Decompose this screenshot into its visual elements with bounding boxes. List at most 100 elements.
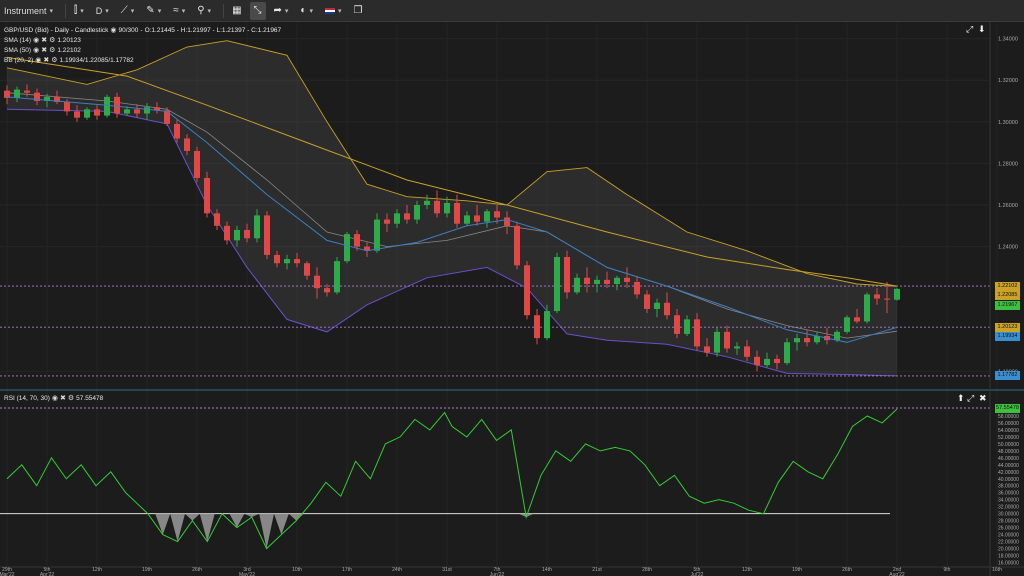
pencil-icon: ✎ — [146, 5, 155, 16]
rsi-tick-label: 46.00000 — [998, 456, 1019, 462]
rsi-tick-label: 18.00000 — [998, 554, 1019, 560]
layout-button[interactable]: ⤡ — [249, 1, 266, 20]
candle-body — [324, 288, 330, 293]
candle-body — [774, 358, 780, 364]
candle-body — [254, 215, 260, 239]
eye-icon[interactable]: ◉ — [33, 37, 40, 44]
candle-body — [514, 225, 520, 266]
toolbar: Instrument ▾ ⫿ ▾ D ▾ ⟋ ▾ ✎ ▾ ≈ ▾ ⚲ ▾ — [0, 0, 1024, 22]
theme-button[interactable]: ◐ ▾ — [296, 2, 317, 20]
candlestick-icon: ⫿ — [74, 5, 78, 16]
eye-icon[interactable]: ◉ — [51, 395, 58, 402]
price-tick-label: 1.30000 — [998, 120, 1018, 126]
candle-body — [194, 150, 200, 178]
time-tick-label: 14th — [542, 567, 552, 573]
time-tick-label: 19th — [792, 567, 802, 573]
candle-body — [854, 317, 860, 322]
moving-averages — [6, 56, 898, 343]
candle-body — [764, 358, 770, 366]
horizontal-levels — [0, 285, 990, 377]
indicator-value: 57.55478 — [76, 394, 104, 402]
chart-grid-icon: ▦ — [232, 5, 242, 16]
indicator-value: 1.22102 — [57, 46, 81, 54]
close-icon[interactable]: ✖ — [60, 395, 66, 402]
draw-line-button[interactable]: ⟋ ▾ — [117, 2, 139, 20]
close-icon[interactable]: ✖ — [41, 37, 48, 44]
time-tick-label: 29th — [2, 567, 12, 573]
instrument-legend: GBP/USD (Bid) - Daily - Candlestick ◉ 90… — [4, 26, 281, 35]
candle-body — [594, 279, 600, 285]
bollinger-bands — [6, 40, 898, 377]
chart-canvas[interactable]: 1.34000 1.32000 1.30000 1.28000 1.26000 1.240… — [0, 22, 1024, 576]
candle-body — [4, 90, 10, 98]
arrow-up-icon[interactable]: ⬆ — [957, 393, 965, 403]
time-tick-sublabel: May'22 — [239, 572, 255, 576]
candle-body — [274, 254, 280, 264]
time-tick-label: 31st — [442, 567, 452, 573]
chevron-down-icon: ▾ — [130, 7, 135, 15]
price-tick-label: 1.34000 — [998, 37, 1018, 43]
eye-icon[interactable]: ◉ — [110, 27, 117, 34]
instrument-dropdown[interactable]: Instrument ▾ — [0, 2, 57, 20]
candle-body — [494, 211, 500, 218]
indicator-name: RSI (14, 70, 30) — [4, 394, 50, 402]
close-icon[interactable]: ✖ — [43, 57, 50, 64]
candle-body — [444, 202, 450, 214]
rsi-oversold-fill — [155, 513, 534, 549]
arrow-down-icon[interactable]: ⬇ — [978, 24, 986, 34]
price-flag: 1.20123 — [995, 322, 1020, 332]
candle-body — [184, 138, 190, 151]
gear-icon[interactable]: ⚙ — [49, 37, 56, 44]
window-button[interactable]: ❐ — [350, 2, 367, 20]
time-tick-label: 10th — [292, 567, 302, 573]
chevron-down-icon: ▾ — [80, 7, 84, 15]
candle-body — [524, 265, 530, 316]
candle-body — [154, 107, 160, 111]
chevron-down-icon: ▾ — [49, 7, 54, 15]
gear-icon[interactable]: ⚙ — [51, 57, 58, 64]
expand-panel-icon[interactable]: ⤢ — [967, 393, 975, 403]
expand-panel-icon[interactable]: ⤢ — [966, 24, 974, 34]
eye-icon[interactable]: ◉ — [35, 57, 42, 64]
candle-body — [674, 315, 680, 334]
indicator-value: 1.20123 — [57, 36, 81, 44]
language-button[interactable]: ▾ — [321, 2, 346, 20]
share-button[interactable]: ➦ ▾ — [270, 2, 293, 20]
candle-body — [744, 346, 750, 357]
indicator-legend-sma14: SMA (14) ◉ ✖ ⚙ 1.20123 — [4, 36, 81, 45]
price-tick-label: 1.32000 — [998, 78, 1018, 84]
time-tick-label: 16th — [992, 567, 1002, 573]
indicators-button[interactable]: ≈ ▾ — [169, 2, 189, 20]
chart-settings-button[interactable]: ▦ — [228, 2, 245, 20]
candle-body — [454, 202, 460, 224]
indicator-name: SMA (50) — [4, 46, 32, 54]
chevron-down-icon: ▾ — [105, 7, 109, 15]
time-tick-label: 12th — [742, 567, 752, 573]
timeframe-dropdown[interactable]: D ▾ — [92, 2, 113, 20]
timeframe-label: D — [95, 5, 103, 16]
rsi-tick-label: 20.00000 — [998, 547, 1019, 553]
close-icon[interactable]: ✖ — [41, 47, 48, 54]
candle-body — [94, 109, 100, 116]
rsi-tick-label: 52.00000 — [998, 435, 1019, 441]
close-icon[interactable]: ✖ — [979, 393, 987, 403]
candle-body — [234, 229, 240, 241]
draw-line-icon: ⟋ — [120, 5, 128, 16]
chart-type-button[interactable]: ⫿ ▾ — [70, 2, 88, 20]
eye-icon[interactable]: ◉ — [33, 47, 40, 54]
time-tick-sublabel: Aug'22 — [889, 572, 905, 576]
rsi-tick-label: 22.00000 — [998, 540, 1019, 546]
tools-button[interactable]: ⚲ ▾ — [193, 2, 215, 20]
price-flag: 1.19934 — [995, 332, 1020, 342]
rsi-legend: RSI (14, 70, 30) ◉ ✖ ⚙ 57.55478 — [4, 394, 104, 403]
indicator-legend-sma50: SMA (50) ◉ ✖ ⚙ 1.22102 — [4, 46, 81, 55]
time-tick-label: 28th — [642, 567, 652, 573]
time-tick-label: 19th — [142, 567, 152, 573]
pencil-button[interactable]: ✎ ▾ — [142, 2, 165, 20]
instrument-label: Instrument — [4, 5, 47, 16]
candle-body — [684, 319, 690, 334]
gear-icon[interactable]: ⚙ — [49, 47, 56, 54]
candle-body — [754, 356, 760, 366]
gear-icon[interactable]: ⚙ — [67, 395, 75, 402]
toolbar-divider — [223, 3, 225, 18]
